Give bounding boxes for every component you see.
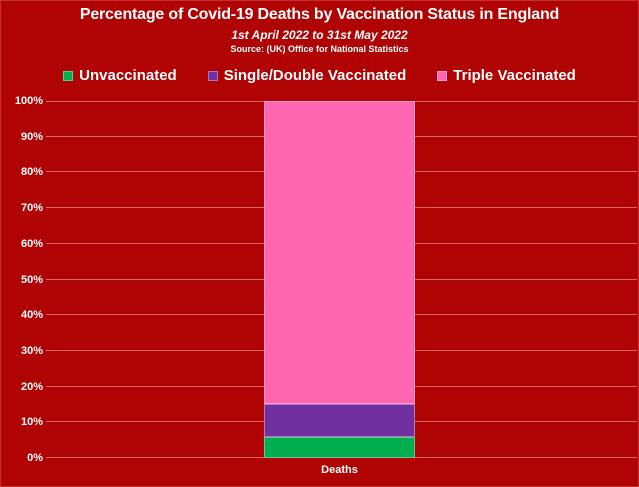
y-tick-label: 60% xyxy=(20,237,43,250)
bar-segment-triple-vaccinated xyxy=(264,101,415,405)
y-tick-label: 0% xyxy=(27,452,43,464)
legend-label-unvaccinated: Unvaccinated xyxy=(79,67,177,84)
legend-swatch-single-double-icon xyxy=(207,70,218,81)
y-tick-label: 90% xyxy=(20,130,43,143)
y-tick-label: 10% xyxy=(20,416,43,429)
x-axis-label: Deaths xyxy=(321,464,358,476)
legend-item-single-double-vaccinated: Single/Double Vaccinated xyxy=(207,67,407,84)
legend-item-unvaccinated: Unvaccinated xyxy=(63,67,177,84)
legend-swatch-triple-icon xyxy=(437,70,448,81)
y-tick-label: 70% xyxy=(20,202,43,215)
y-tick-label: 30% xyxy=(20,344,43,357)
chart-title: Percentage of Covid-19 Deaths by Vaccina… xyxy=(79,6,560,23)
stacked-bar xyxy=(264,101,415,458)
legend: Unvaccinated Single/Double Vaccinated Tr… xyxy=(0,64,639,87)
y-tick-label: 80% xyxy=(20,166,43,179)
y-tick-label: 100% xyxy=(14,95,43,107)
y-tick-label: 40% xyxy=(20,309,43,322)
legend-swatch-unvaccinated-icon xyxy=(63,70,74,81)
y-axis-labels: 0% 10% 20% 30% 40% 50% 60% 70% 80% 90% 100% xyxy=(0,95,43,464)
y-tick-label: 50% xyxy=(20,273,43,286)
chart-subtitle: 1st April 2022 to 31st May 2022 xyxy=(231,28,408,42)
legend-item-triple-vaccinated: Triple Vaccinated xyxy=(437,67,576,84)
plot-area xyxy=(46,101,637,458)
chart-source: Source: (UK) Office for National Statist… xyxy=(230,44,409,54)
bar-segment-single-double-vaccinated xyxy=(264,404,415,437)
legend-label-triple-vaccinated: Triple Vaccinated xyxy=(453,67,576,84)
y-tick-label: 20% xyxy=(20,380,43,393)
legend-label-single-double-vaccinated: Single/Double Vaccinated xyxy=(223,67,407,84)
bar-segment-unvaccinated xyxy=(264,436,415,458)
